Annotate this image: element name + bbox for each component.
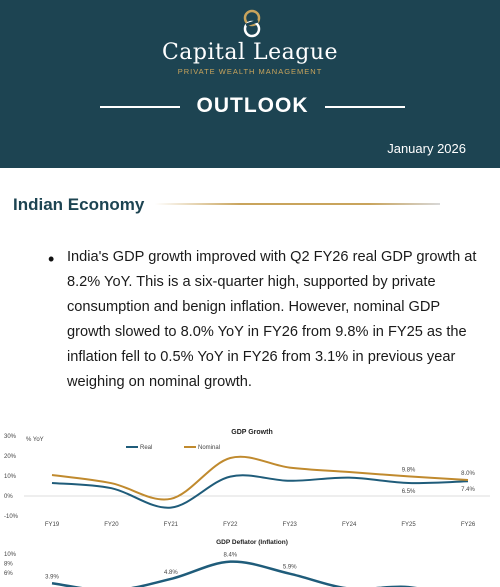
x-tick-label: FY20: [104, 522, 119, 528]
section-divider: [155, 203, 440, 205]
chart-title: GDP Deflator (Inflation): [216, 539, 288, 546]
body-paragraph: India's GDP growth improved with Q2 FY26…: [67, 249, 477, 390]
charts-area: GDP Growth % YoY 30% 20% 10% 0% -10% FY19 FY20 FY…: [4, 429, 490, 587]
y-tick-label: 10%: [4, 474, 17, 480]
bullet-icon: •: [48, 249, 55, 269]
series-line-real: [51, 474, 469, 509]
x-tick-label: FY21: [164, 522, 179, 528]
x-tick-label: FY26: [461, 522, 476, 528]
logo-icon: [243, 9, 261, 38]
y-tick-label: 8%: [4, 562, 13, 568]
title-rule-left: [100, 106, 180, 108]
data-label: 7.4%: [461, 487, 475, 493]
brand-tagline: PRIVATE WEALTH MANAGEMENT: [177, 67, 323, 76]
brand-name: Capital League: [161, 40, 339, 65]
x-tick-label: FY24: [342, 522, 357, 528]
y-tick-label: 20%: [4, 454, 17, 460]
x-tick-label: FY22: [223, 522, 238, 528]
data-label: 8.4%: [223, 553, 237, 559]
x-tick-label: FY19: [45, 522, 60, 528]
data-label: 6.5%: [402, 489, 416, 495]
legend-label: Nominal: [198, 445, 220, 451]
x-tick-label: FY23: [283, 522, 298, 528]
report-date: January 2026: [387, 141, 466, 156]
y-tick-label: 0%: [4, 494, 13, 500]
y-tick-label: 6%: [4, 571, 13, 577]
y-tick-label: -10%: [4, 514, 19, 520]
series-line-nominal: [51, 455, 469, 501]
chart-title: GDP Growth: [231, 429, 272, 436]
x-tick-label: FY25: [401, 522, 416, 528]
data-label: 4.8%: [164, 570, 178, 576]
data-label: 5.9%: [283, 565, 297, 571]
data-label: 8.0%: [461, 471, 475, 477]
legend-label: Real: [140, 445, 152, 451]
section-title: Indian Economy: [13, 195, 145, 214]
page-title: OUTLOOK: [196, 94, 309, 117]
header-banner: Capital League PRIVATE WEALTH MANAGEMENT…: [0, 0, 500, 168]
data-label: 9.8%: [402, 467, 416, 473]
series-line-deflator: [51, 560, 418, 587]
title-rule-right: [325, 106, 405, 108]
data-label: 3.9%: [45, 574, 59, 580]
y-tick-label: 30%: [4, 434, 17, 440]
y-tick-label: 10%: [4, 552, 17, 558]
y-axis-label: % YoY: [26, 437, 44, 443]
